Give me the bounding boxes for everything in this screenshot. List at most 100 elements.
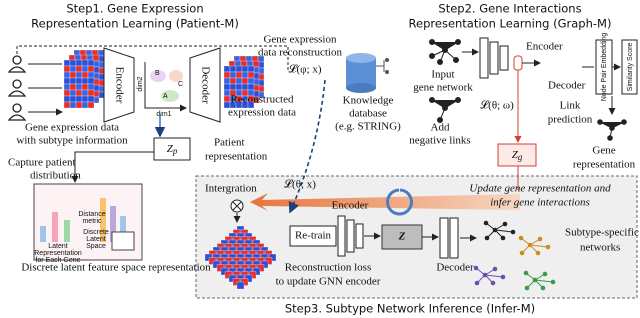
node [492, 266, 498, 272]
decoder-shape [189, 47, 221, 123]
integration-icon [232, 201, 242, 211]
latent-node [513, 55, 523, 71]
encoder-stack [337, 215, 364, 257]
latent-plot [144, 62, 187, 112]
zp-box [153, 137, 191, 161]
cube-cell [75, 71, 83, 79]
cube-cell [69, 101, 77, 109]
inset-text: Latent [48, 243, 68, 250]
axis-label: dim1 [156, 111, 171, 118]
cube-cell [81, 59, 89, 67]
cube-cell [241, 71, 249, 79]
zg-main: Z [512, 149, 519, 161]
node [483, 220, 489, 226]
encoder-label: Encoder [113, 67, 125, 104]
node [510, 229, 516, 235]
edge [529, 244, 549, 248]
node [527, 242, 533, 248]
inset-text: metric [82, 218, 102, 225]
update-label: Update gene representation and [469, 183, 611, 195]
capture-label: Capture patient [8, 157, 76, 169]
cube-cell [69, 95, 77, 103]
node [537, 236, 543, 242]
encoder-label: Encoder [526, 41, 563, 53]
knowledge-label: Knowledge [343, 95, 394, 107]
step2-title: Representation Learning (Graph-M) [409, 17, 612, 31]
arrow [28, 63, 62, 112]
cube-cell [63, 83, 71, 91]
subtype-networks [473, 220, 556, 291]
retrain-box [289, 225, 337, 247]
cube-cell [223, 83, 231, 91]
cube-cell [241, 77, 249, 85]
inset-text: Latent [86, 236, 106, 243]
cube-cell [247, 77, 255, 85]
cube-cell [81, 71, 89, 79]
cube-cell [223, 71, 231, 79]
caption: Discrete latent feature space representa… [21, 262, 211, 274]
edge [494, 229, 514, 233]
cube-cell [69, 89, 77, 97]
reconstructed-label: expression data [228, 107, 296, 119]
cube-cell [69, 71, 77, 79]
pair-label: Node Pair Embedding [601, 33, 608, 102]
input-label: with subtype information [16, 135, 128, 147]
step1-title: Step1. Gene Expression [66, 2, 203, 16]
capture-label: distribution [30, 170, 81, 182]
cube-cell [223, 89, 231, 97]
cube-cell [229, 77, 237, 85]
update-label: infer gene interactions [490, 197, 590, 209]
node [545, 244, 551, 250]
integrated-cubes [204, 225, 277, 290]
cube-cell [87, 101, 95, 109]
cube-cell [63, 71, 71, 79]
decoder-stack [439, 217, 459, 259]
input-network-label: gene network [413, 82, 473, 94]
arrow [71, 151, 154, 183]
node [492, 227, 498, 233]
cube-cell [75, 77, 83, 85]
cube-cell [241, 83, 249, 91]
networks-label: networks [580, 242, 620, 254]
loss-label: 𝓛(θ; x) [284, 178, 316, 191]
encoder-shape [103, 47, 135, 123]
zg-sub: g [518, 152, 523, 162]
cube-cell [87, 89, 95, 97]
node [500, 235, 506, 241]
node [490, 280, 496, 286]
cube-cell [69, 65, 77, 73]
cluster-label: C [178, 81, 183, 88]
cube-cell [235, 71, 243, 79]
cube-cell [223, 95, 231, 103]
cube-cell [81, 89, 89, 97]
cube-cell [247, 65, 255, 73]
node [482, 272, 488, 278]
link-label: Link [560, 100, 581, 112]
cube-cell [63, 95, 71, 103]
reconstructed-cubes [223, 55, 265, 109]
cube-cell [87, 59, 95, 67]
node [484, 235, 490, 241]
node [518, 235, 524, 241]
predicted-network [597, 119, 627, 141]
recon-label: Reconstruction loss [285, 262, 371, 274]
node [523, 270, 529, 276]
cube-cell [69, 77, 77, 85]
networks-label: Subtype-specific [565, 227, 639, 239]
reconstruction-label: data reconstruction [258, 47, 342, 59]
edge [534, 279, 554, 283]
step3-title: Step3. Subtype Network Inference (Infer-… [285, 302, 535, 316]
database-icon [346, 53, 389, 93]
cube-cell [247, 71, 255, 79]
node [502, 221, 508, 227]
zp-sub: p [172, 146, 178, 156]
node [524, 285, 530, 291]
cube-cell [75, 65, 83, 73]
cube-cell [81, 83, 89, 91]
zp-label: Zp [167, 143, 178, 157]
cube-cell [81, 77, 89, 85]
zp-main: Z [167, 143, 174, 155]
reconstruction-label: Gene expression [263, 34, 337, 46]
